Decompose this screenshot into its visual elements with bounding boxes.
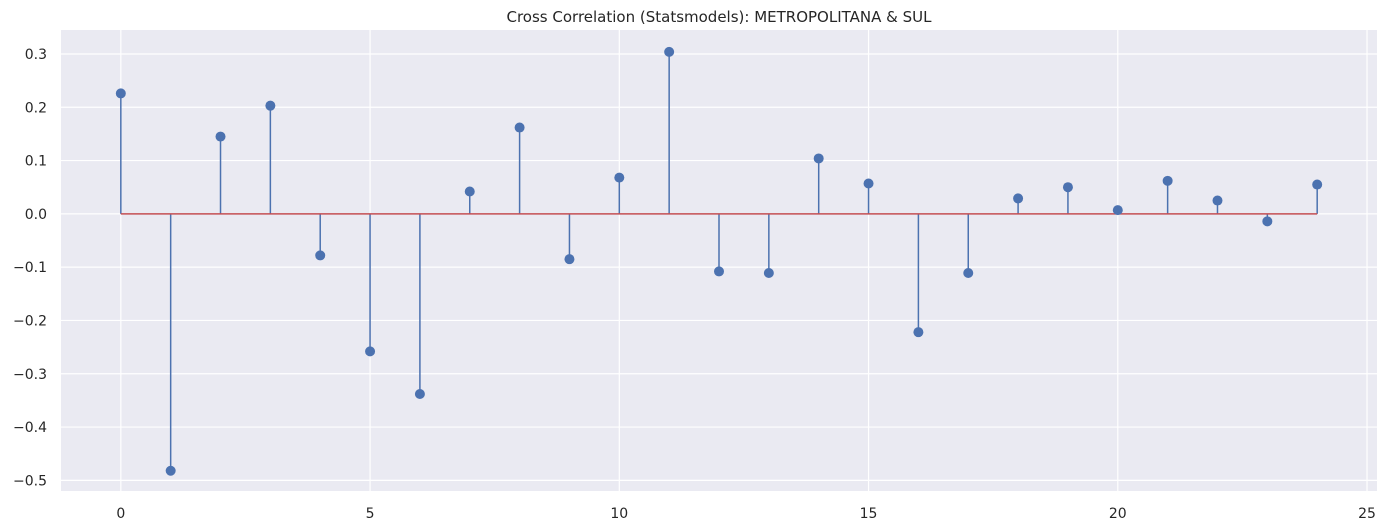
stem-marker xyxy=(414,389,425,400)
stem-marker xyxy=(763,268,774,279)
y-tick-label: −0.5 xyxy=(13,473,47,489)
stem-marker xyxy=(514,122,525,133)
x-tick-labels: 0 5 10 15 20 25 xyxy=(116,506,1376,522)
y-tick-label: 0.2 xyxy=(25,100,47,116)
stem-marker xyxy=(265,100,276,111)
y-tick-label: −0.1 xyxy=(13,260,47,276)
y-tick-label: −0.4 xyxy=(13,420,47,436)
stem-marker xyxy=(863,178,874,189)
stem-marker xyxy=(1112,205,1123,216)
stem-marker xyxy=(614,172,625,183)
x-tick-label: 15 xyxy=(860,506,878,522)
stem-marker xyxy=(115,88,126,99)
stem-marker xyxy=(1013,193,1024,204)
stem-marker xyxy=(1312,179,1323,190)
y-tick-label: 0.0 xyxy=(25,207,47,223)
markers xyxy=(115,46,1323,476)
stem-marker xyxy=(165,465,176,476)
y-tick-label: 0.1 xyxy=(25,154,47,170)
stem-marker xyxy=(365,346,376,357)
stem-marker xyxy=(1262,216,1273,227)
stem-marker xyxy=(913,327,924,338)
stem-marker xyxy=(963,268,974,279)
stem-marker xyxy=(714,266,724,277)
x-tick-label: 20 xyxy=(1109,506,1127,522)
y-tick-label: −0.2 xyxy=(13,313,47,329)
stem-marker xyxy=(464,186,475,197)
stem-marker xyxy=(1162,175,1173,186)
x-tick-label: 25 xyxy=(1358,506,1376,522)
stem-marker xyxy=(1212,195,1223,206)
chart-title: Cross Correlation (Statsmodels): METROPO… xyxy=(507,8,933,26)
stem-marker xyxy=(1062,182,1073,193)
y-tick-labels: 0.3 0.2 0.1 0.0 −0.1 −0.2 −0.3 −0.4 −0.5 xyxy=(13,47,47,489)
stem-marker xyxy=(813,153,824,164)
stem-marker xyxy=(315,250,326,261)
x-tick-label: 0 xyxy=(116,506,125,522)
x-tick-label: 10 xyxy=(610,506,628,522)
stem-marker xyxy=(564,254,575,265)
y-tick-label: −0.3 xyxy=(13,367,47,383)
x-tick-label: 5 xyxy=(366,506,375,522)
y-tick-label: 0.3 xyxy=(25,47,47,63)
stem-marker xyxy=(664,46,675,57)
stem-marker xyxy=(215,131,226,142)
